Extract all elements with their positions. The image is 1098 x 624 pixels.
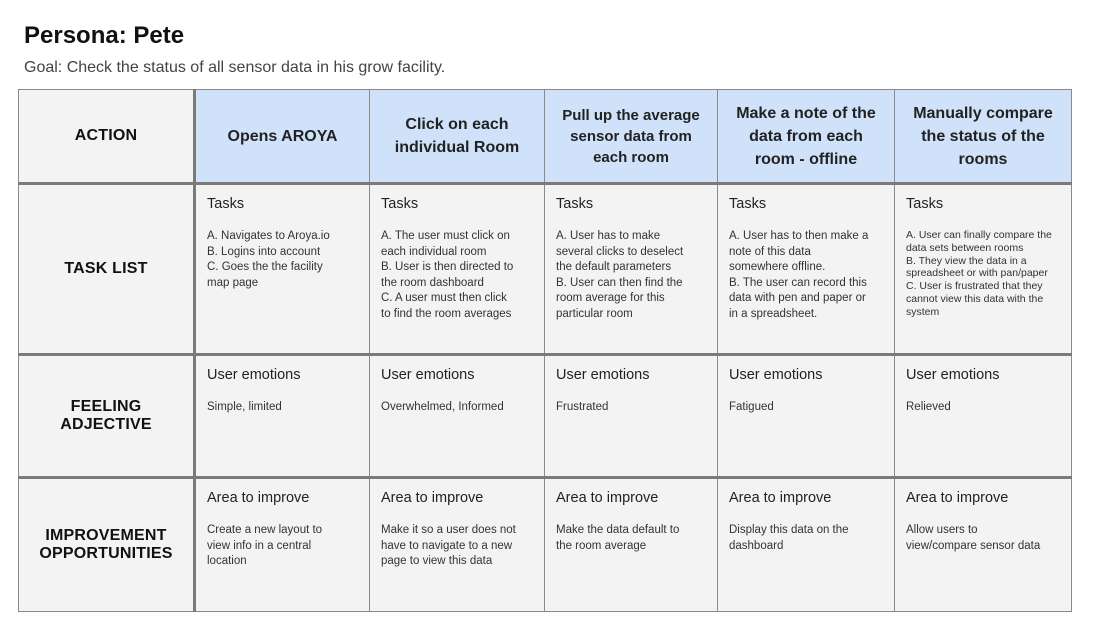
- improve-text: Display this data on the dashboard: [729, 524, 849, 552]
- row-label-task-list: TASK LIST: [18, 182, 196, 355]
- tasks-heading: Tasks: [207, 196, 245, 212]
- improvement-row: IMPROVEMENT OPPORTUNITIES Area to improve…: [18, 476, 1072, 612]
- improve-cell-5: Area to improve Allow users to view/compa…: [894, 476, 1072, 612]
- feeling-row: FEELING ADJECTIVE User emotions Simple, l…: [18, 353, 1072, 478]
- improve-text: Make it so a user does not have to naviga…: [381, 524, 516, 567]
- emotion-cell-5: User emotions Relieved: [894, 353, 1072, 478]
- task-cell-4: Tasks A. User has to then make a note of …: [717, 182, 895, 355]
- persona-title: Persona: Pete: [24, 22, 185, 49]
- improve-heading: Area to improve: [729, 490, 832, 506]
- stage-header-3: Pull up the average sensor data from eac…: [544, 89, 718, 184]
- task-cell-5: Tasks A. User can finally compare the dat…: [894, 182, 1072, 355]
- stage-title: Pull up the average sensor data from eac…: [562, 106, 700, 166]
- stage-header-1: Opens AROYA: [194, 89, 370, 184]
- improve-heading: Area to improve: [381, 490, 484, 506]
- improve-heading: Area to improve: [906, 490, 1009, 506]
- journey-map-table: ACTION Opens AROYA Click on each individ…: [18, 89, 1072, 612]
- improve-cell-1: Area to improve Create a new layout to vi…: [194, 476, 370, 612]
- emotions-heading: User emotions: [906, 367, 1000, 383]
- improve-cell-2: Area to improve Make it so a user does n…: [369, 476, 545, 612]
- tasks-heading: Tasks: [381, 196, 419, 212]
- emotion-cell-3: User emotions Frustrated: [544, 353, 718, 478]
- emotions-heading: User emotions: [729, 367, 823, 383]
- emotion-cell-1: User emotions Simple, limited: [194, 353, 370, 478]
- improve-heading: Area to improve: [207, 490, 310, 506]
- emotion-text: Overwhelmed, Informed: [381, 401, 504, 413]
- stage-header-2: Click on each individual Room: [369, 89, 545, 184]
- tasks-heading: Tasks: [556, 196, 594, 212]
- emotion-text: Frustrated: [556, 401, 609, 413]
- task-list: A. User has to then make a note of this d…: [729, 230, 869, 320]
- stage-header-5: Manually compare the status of the rooms: [894, 89, 1072, 184]
- persona-goal: Goal: Check the status of all sensor dat…: [24, 59, 446, 76]
- improve-cell-3: Area to improve Make the data default to…: [544, 476, 718, 612]
- task-cell-2: Tasks A. The user must click on each indi…: [369, 182, 545, 355]
- task-list: A. Navigates to Aroya.io B. Logins into a…: [207, 230, 330, 289]
- improve-heading: Area to improve: [556, 490, 659, 506]
- row-label-improvement: IMPROVEMENT OPPORTUNITIES: [18, 476, 196, 612]
- emotion-text: Relieved: [906, 401, 951, 413]
- improve-cell-4: Area to improve Display this data on the…: [717, 476, 895, 612]
- emotions-heading: User emotions: [556, 367, 650, 383]
- task-list-row: TASK LIST Tasks A. Navigates to Aroya.io…: [18, 182, 1072, 355]
- task-cell-3: Tasks A. User has to make several clicks …: [544, 182, 718, 355]
- tasks-heading: Tasks: [906, 196, 944, 212]
- emotions-heading: User emotions: [207, 367, 301, 383]
- tasks-heading: Tasks: [729, 196, 767, 212]
- stage-title: Click on each individual Room: [394, 116, 520, 156]
- row-label-action: ACTION: [18, 89, 196, 184]
- stage-title: Make a note of the data from each room -…: [736, 104, 876, 168]
- stage-header-4: Make a note of the data from each room -…: [717, 89, 895, 184]
- stage-title: Manually compare the status of the rooms: [913, 104, 1053, 168]
- task-list: A. User can finally compare the data sets…: [906, 229, 1052, 318]
- row-label-feeling: FEELING ADJECTIVE: [18, 353, 196, 478]
- stage-title: Opens AROYA: [227, 127, 338, 145]
- emotion-cell-2: User emotions Overwhelmed, Informed: [369, 353, 545, 478]
- emotions-heading: User emotions: [381, 367, 475, 383]
- task-list: A. User has to make several clicks to des…: [556, 230, 684, 320]
- action-row: ACTION Opens AROYA Click on each individ…: [18, 89, 1072, 184]
- improve-text: Make the data default to the room average: [556, 524, 680, 552]
- improve-text: Allow users to view/compare sensor data: [906, 524, 1041, 552]
- emotion-cell-4: User emotions Fatigued: [717, 353, 895, 478]
- task-cell-1: Tasks A. Navigates to Aroya.io B. Logins …: [194, 182, 370, 355]
- task-list: A. The user must click on each individual…: [381, 230, 514, 320]
- improve-text: Create a new layout to view info in a cen…: [207, 524, 323, 567]
- emotion-text: Simple, limited: [207, 401, 282, 413]
- emotion-text: Fatigued: [729, 401, 774, 413]
